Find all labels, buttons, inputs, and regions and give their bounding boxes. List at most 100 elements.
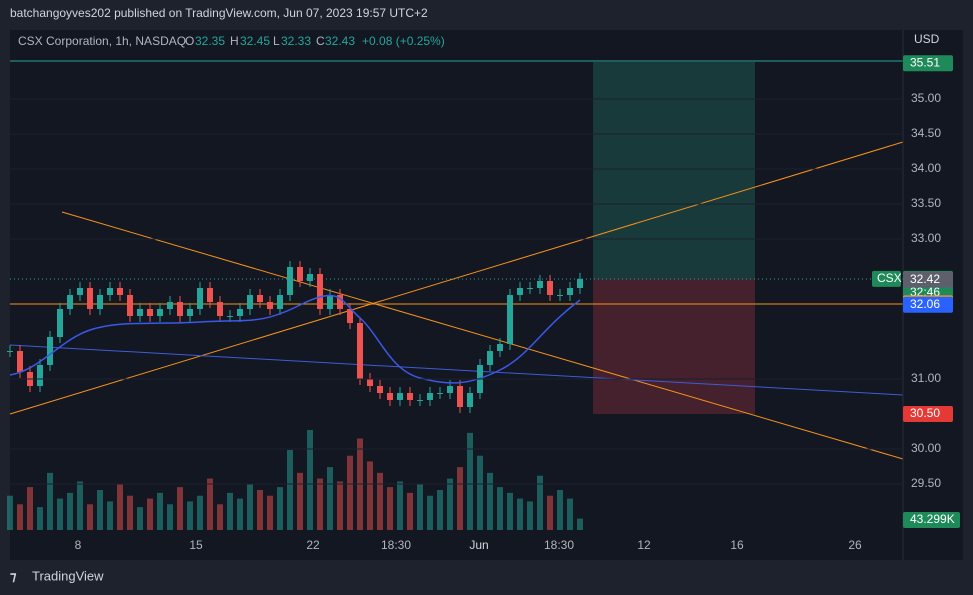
price-tick-label: 31.00 — [911, 371, 941, 385]
o: 32.35 — [195, 34, 225, 48]
volume-bar — [577, 518, 583, 530]
trendline-up — [9, 141, 904, 415]
candle-body — [117, 288, 123, 295]
h-label: H — [230, 34, 239, 48]
volume-bar — [267, 495, 273, 530]
volume-bar — [77, 481, 83, 530]
candle-body — [287, 267, 293, 295]
volume-bar — [117, 484, 123, 530]
volume-bar — [197, 495, 203, 530]
candle-body — [97, 295, 103, 309]
volume-bar — [477, 455, 483, 530]
volume-bar — [87, 504, 93, 530]
volume-bar — [57, 498, 63, 530]
candle-body — [377, 386, 383, 393]
volume-bar — [67, 492, 73, 530]
candle-body — [77, 288, 83, 295]
volume-bar — [367, 461, 373, 530]
chart-area — [10, 30, 963, 560]
time-tick-label: 8 — [75, 538, 82, 552]
profit-zone — [593, 62, 755, 279]
price-axis: 35.00 34.50 34.00 33.50 33.00 31.00 30.00 29.50… — [10, 55, 953, 490]
candle-body — [457, 386, 463, 407]
volume-bar — [27, 487, 33, 530]
candle-body — [337, 295, 343, 309]
candle-body — [107, 288, 113, 295]
loss-zone — [593, 279, 755, 414]
time-tick-label: 22 — [306, 538, 320, 552]
legend: CSX Corporation, 1h, NASDAQ O 32.35 H 32… — [18, 34, 445, 48]
price-badge-label: 30.50 — [910, 406, 940, 420]
volume-bar — [107, 501, 113, 530]
volume-bar — [497, 487, 503, 530]
volume-bar — [247, 484, 253, 530]
time-tick-label: 26 — [848, 538, 862, 552]
volume-badge — [903, 512, 960, 528]
candle-body — [127, 295, 133, 316]
time-tick-label: Jun — [469, 538, 488, 552]
volume-bar — [377, 472, 383, 530]
candle-body — [547, 281, 553, 295]
time-axis: 8 15 22 18:30 Jun 18:30 12 16 26 — [75, 538, 862, 552]
candle-body — [487, 351, 493, 365]
moving-average — [9, 294, 581, 384]
volume-bar — [187, 501, 193, 530]
volume-bar — [517, 498, 523, 530]
candle-body — [557, 295, 563, 296]
volume-bar — [437, 490, 443, 530]
volume-bar — [397, 481, 403, 530]
footer: TradingView — [32, 568, 104, 583]
candle-body — [427, 393, 433, 400]
volume-bar — [167, 504, 173, 530]
candle-body — [407, 393, 413, 400]
volume-bar — [257, 490, 263, 530]
candle-body — [177, 302, 183, 316]
volume-bar — [537, 475, 543, 530]
candle-body — [367, 379, 373, 386]
volume-bar — [327, 467, 333, 530]
l: 32.33 — [281, 34, 311, 48]
currency: USD — [914, 32, 940, 46]
price-badge-label: 35.51 — [910, 55, 940, 69]
candle-body — [467, 393, 473, 407]
volume-bar — [567, 498, 573, 530]
price-badge — [903, 55, 953, 72]
price-badge — [903, 406, 953, 422]
l-label: L — [273, 34, 280, 48]
price-badge — [903, 271, 953, 288]
volume-bar — [467, 432, 473, 530]
volume-bar — [527, 501, 533, 530]
volume-bar — [507, 492, 513, 530]
volume-bar — [177, 487, 183, 530]
candle-body — [277, 295, 283, 309]
price-tick-label: 33.00 — [911, 231, 941, 245]
candle-body — [167, 302, 173, 309]
candle-body — [257, 295, 263, 302]
c: 32.43 — [325, 34, 355, 48]
symbol: CSX Corporation, 1h, NASDAQ — [18, 34, 186, 48]
price-tick-label: 33.50 — [911, 196, 941, 210]
published-line: batchangoyves202 published on TradingVie… — [10, 6, 428, 20]
volume-bar — [307, 430, 313, 530]
volume-bar — [387, 487, 393, 530]
candle-body — [217, 302, 223, 316]
o-label: O — [185, 34, 194, 48]
candle-body — [187, 309, 193, 316]
candle-body — [517, 288, 523, 295]
volume-bar — [147, 498, 153, 530]
candle-body — [207, 288, 213, 302]
candle-body — [297, 267, 303, 281]
volume-bar — [137, 507, 143, 530]
volume-bar — [17, 504, 23, 530]
logo: ⁊ — [10, 568, 17, 583]
volume-bar — [487, 472, 493, 530]
volume-badge-label: 43.299K — [910, 512, 955, 526]
candle-body — [437, 393, 443, 394]
price-tick-label: 34.50 — [911, 126, 941, 140]
change: +0.08 (+0.25%) — [362, 34, 445, 48]
volume-bar — [287, 450, 293, 530]
candle-body — [417, 400, 423, 401]
h: 32.45 — [240, 34, 270, 48]
